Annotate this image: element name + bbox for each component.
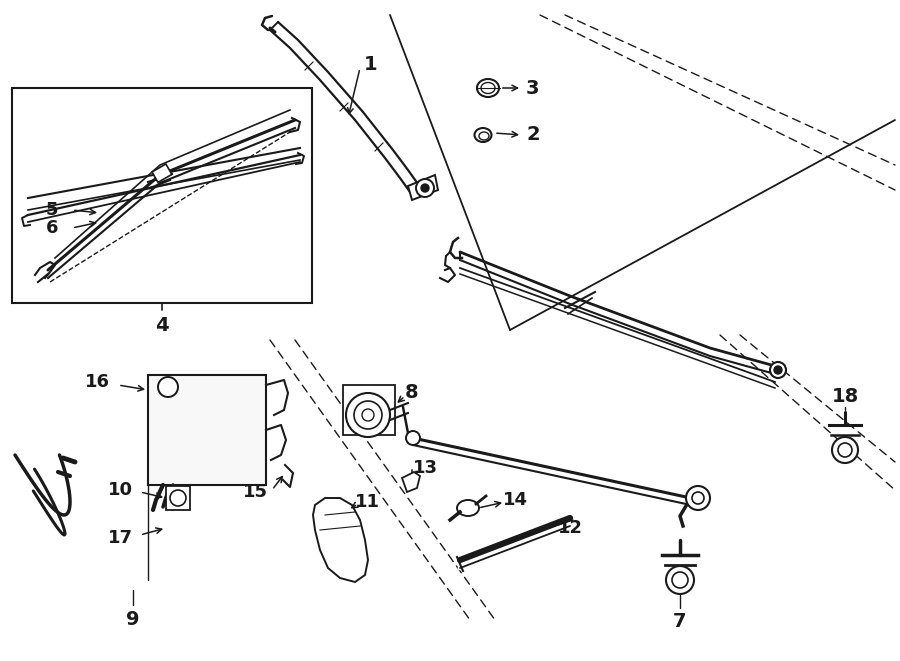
Bar bbox=[343, 385, 395, 435]
Circle shape bbox=[362, 409, 374, 421]
Text: 1: 1 bbox=[364, 54, 378, 73]
Text: 16: 16 bbox=[85, 373, 110, 391]
Bar bbox=[148, 375, 266, 485]
Text: 5: 5 bbox=[46, 201, 58, 219]
Circle shape bbox=[158, 377, 178, 397]
Circle shape bbox=[354, 401, 382, 429]
Polygon shape bbox=[408, 175, 438, 200]
Text: 8: 8 bbox=[405, 383, 418, 403]
Text: 13: 13 bbox=[413, 459, 438, 477]
Bar bbox=[12, 88, 312, 303]
Circle shape bbox=[774, 366, 782, 374]
Ellipse shape bbox=[457, 500, 479, 516]
Ellipse shape bbox=[477, 79, 499, 97]
Circle shape bbox=[686, 486, 710, 510]
Bar bbox=[152, 164, 172, 182]
Text: 3: 3 bbox=[526, 79, 539, 98]
Circle shape bbox=[666, 566, 694, 594]
Ellipse shape bbox=[481, 83, 495, 93]
Text: 6: 6 bbox=[46, 219, 58, 237]
Text: 10: 10 bbox=[108, 481, 133, 499]
Circle shape bbox=[838, 443, 852, 457]
Circle shape bbox=[672, 572, 688, 588]
Polygon shape bbox=[313, 498, 368, 582]
Circle shape bbox=[170, 490, 186, 506]
Text: 2: 2 bbox=[526, 126, 540, 145]
Ellipse shape bbox=[474, 128, 491, 142]
Ellipse shape bbox=[479, 132, 489, 140]
Text: 11: 11 bbox=[355, 493, 380, 511]
Bar bbox=[166, 486, 190, 510]
Circle shape bbox=[692, 492, 704, 504]
Circle shape bbox=[421, 184, 429, 192]
Text: 9: 9 bbox=[126, 610, 140, 629]
Circle shape bbox=[832, 437, 858, 463]
Circle shape bbox=[770, 362, 786, 378]
Text: 15: 15 bbox=[243, 483, 268, 501]
Text: 17: 17 bbox=[108, 529, 133, 547]
Text: 18: 18 bbox=[832, 387, 859, 406]
Polygon shape bbox=[402, 472, 420, 492]
Text: 4: 4 bbox=[155, 316, 169, 335]
Text: 14: 14 bbox=[503, 491, 528, 509]
Text: 7: 7 bbox=[673, 612, 687, 631]
Text: 12: 12 bbox=[558, 519, 583, 537]
Circle shape bbox=[346, 393, 390, 437]
Circle shape bbox=[406, 431, 420, 445]
Circle shape bbox=[416, 179, 434, 197]
